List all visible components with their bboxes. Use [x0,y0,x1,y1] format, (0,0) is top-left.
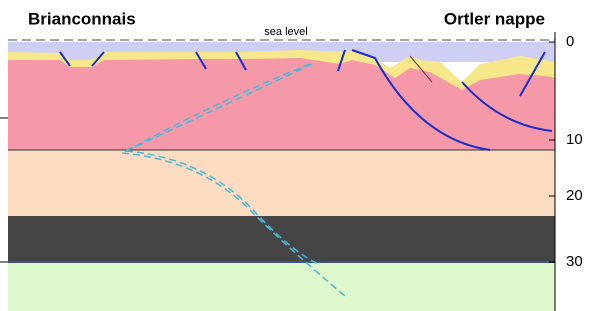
depth-tick: 10 [566,131,583,148]
depth-tick: 30 [566,253,583,270]
dark-layer [8,216,555,263]
peach-layer [8,150,555,216]
right-label: Ortler nappe [444,9,545,28]
green-layer [8,263,555,311]
depth-tick: 20 [566,187,583,204]
depth-tick: 0 [566,33,574,50]
cross-section: Brianconnais Ortler nappe sea level 0 10… [0,0,597,311]
left-label: Brianconnais [28,9,136,28]
sea-level-label: sea level [264,26,307,38]
layers [8,42,555,311]
